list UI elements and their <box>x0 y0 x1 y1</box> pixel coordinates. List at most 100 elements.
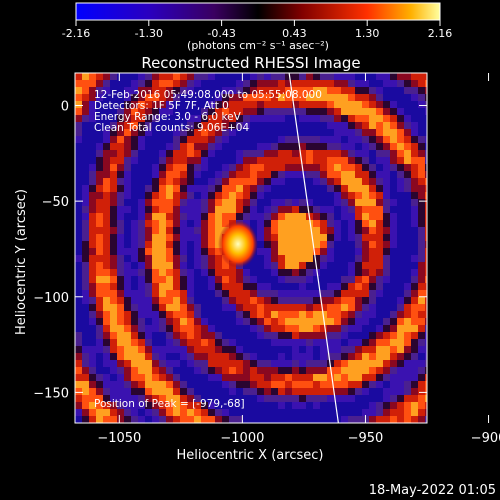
heatmap-cell <box>362 290 369 297</box>
heatmap-cell <box>320 276 327 283</box>
heatmap-cell <box>89 164 96 171</box>
heatmap-cell <box>75 129 82 136</box>
heatmap-cell <box>327 185 334 192</box>
heatmap-cell <box>320 402 327 409</box>
heatmap-cell <box>145 346 152 353</box>
heatmap-cell <box>117 213 124 220</box>
heatmap-cell <box>341 360 348 367</box>
heatmap-cell <box>264 241 271 248</box>
heatmap-cell <box>82 276 89 283</box>
heatmap-cell <box>194 283 201 290</box>
heatmap-cell <box>250 353 257 360</box>
heatmap-cell <box>313 80 320 87</box>
heatmap-cell <box>173 122 180 129</box>
heatmap-cell <box>369 311 376 318</box>
heatmap-cell <box>271 381 278 388</box>
heatmap-cell <box>243 332 250 339</box>
heatmap-cell <box>243 388 250 395</box>
heatmap-cell <box>320 178 327 185</box>
heatmap-cell <box>187 255 194 262</box>
heatmap-cell <box>390 73 397 80</box>
heatmap-cell <box>201 262 208 269</box>
heatmap-cell <box>369 332 376 339</box>
heatmap-cell <box>180 374 187 381</box>
heatmap-cell <box>404 318 411 325</box>
heatmap-cell <box>229 304 236 311</box>
heatmap-cell <box>250 346 257 353</box>
heatmap-cell <box>292 241 299 248</box>
heatmap-cell <box>208 136 215 143</box>
heatmap-cell <box>383 171 390 178</box>
heatmap-cell <box>159 234 166 241</box>
heatmap-cell <box>201 136 208 143</box>
heatmap-cell <box>257 136 264 143</box>
heatmap-cell <box>194 108 201 115</box>
heatmap-cell <box>348 388 355 395</box>
heatmap-cell <box>201 374 208 381</box>
heatmap-cell <box>229 199 236 206</box>
heatmap-cell <box>383 185 390 192</box>
heatmap-cell <box>369 241 376 248</box>
heatmap-cell <box>404 87 411 94</box>
heatmap-cell <box>257 395 264 402</box>
heatmap-cell <box>236 129 243 136</box>
heatmap-cell <box>376 108 383 115</box>
heatmap-cell <box>75 269 82 276</box>
x-axis: −1050−1000−950−900 <box>97 73 500 446</box>
heatmap-cell <box>222 157 229 164</box>
heatmap-cell <box>285 241 292 248</box>
heatmap-cell <box>299 276 306 283</box>
heatmap-cell <box>201 178 208 185</box>
heatmap-cell <box>138 192 145 199</box>
heatmap-cell <box>89 290 96 297</box>
heatmap-cell <box>425 136 427 143</box>
heatmap-cell <box>390 122 397 129</box>
heatmap-cell <box>355 213 362 220</box>
heatmap-cell <box>236 206 243 213</box>
heatmap-cell <box>313 178 320 185</box>
heatmap-cell <box>278 360 285 367</box>
heatmap-cell <box>362 332 369 339</box>
heatmap-cell <box>257 311 264 318</box>
heatmap-cell <box>124 136 131 143</box>
heatmap-cell <box>215 157 222 164</box>
heatmap-cell <box>236 213 243 220</box>
heatmap-cell <box>278 178 285 185</box>
heatmap-cell <box>138 353 145 360</box>
heatmap-cell <box>173 381 180 388</box>
heatmap-cell <box>271 255 278 262</box>
heatmap-cell <box>369 416 376 423</box>
heatmap-cell <box>299 416 306 423</box>
heatmap-cell <box>278 157 285 164</box>
heatmap-cell <box>271 409 278 416</box>
heatmap-cell <box>383 150 390 157</box>
heatmap-cell <box>152 325 159 332</box>
heatmap-cell <box>103 332 110 339</box>
heatmap-cell <box>376 213 383 220</box>
heatmap-cell <box>236 115 243 122</box>
heatmap-cell <box>222 101 229 108</box>
heatmap-cell <box>89 332 96 339</box>
heatmap-cell <box>131 143 138 150</box>
heatmap-cell <box>173 199 180 206</box>
heatmap-cell <box>320 255 327 262</box>
heatmap-cell <box>82 199 89 206</box>
heatmap-cell <box>313 164 320 171</box>
heatmap-cell <box>89 409 96 416</box>
heatmap-cell <box>250 388 257 395</box>
heatmap-cell <box>383 416 390 423</box>
heatmap-cell <box>425 269 427 276</box>
heatmap-cell <box>159 388 166 395</box>
heatmap-cell <box>376 241 383 248</box>
heatmap-cell <box>383 395 390 402</box>
heatmap-cell <box>75 339 82 346</box>
heatmap-cell <box>236 346 243 353</box>
heatmap-cell <box>306 248 313 255</box>
heatmap-cell <box>341 409 348 416</box>
heatmap-cell <box>201 304 208 311</box>
heatmap-cell <box>117 157 124 164</box>
heatmap-cell <box>131 283 138 290</box>
heatmap-cell <box>292 269 299 276</box>
heatmap-cell <box>110 388 117 395</box>
